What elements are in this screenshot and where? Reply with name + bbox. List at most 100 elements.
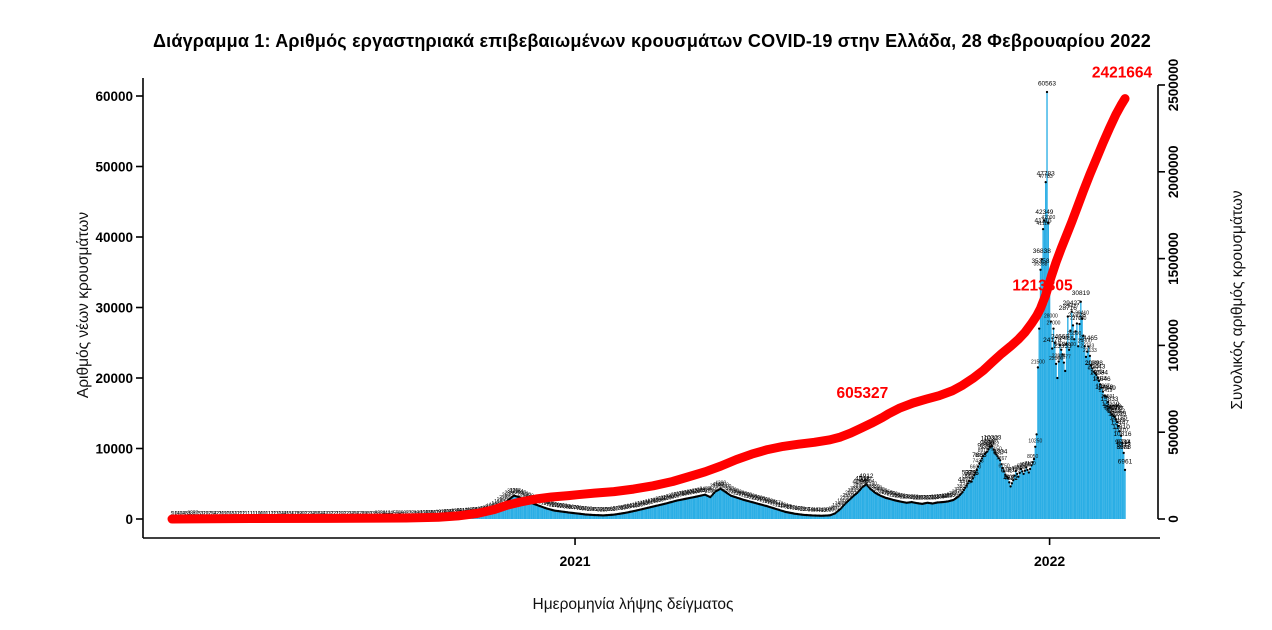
- daily-cases-value-label: 13185: [1109, 415, 1127, 422]
- daily-cases-bar: [946, 501, 948, 519]
- daily-cases-bar: [1056, 378, 1059, 519]
- daily-cases-bar: [498, 507, 501, 519]
- daily-cases-bar: [850, 498, 852, 519]
- daily-cases-bar: [1103, 395, 1105, 519]
- daily-cases-value-label: 4518: [855, 476, 870, 483]
- daily-cases-bar: [1037, 367, 1039, 519]
- daily-cases-bar: [977, 466, 979, 519]
- daily-cases-bar: [1047, 222, 1049, 519]
- daily-cases-bar: [591, 514, 593, 519]
- daily-cases-tiny-label: 2200: [751, 495, 762, 501]
- daily-cases-bar: [895, 500, 897, 519]
- daily-cases-bar: [1100, 387, 1103, 519]
- daily-cases-point: [1122, 451, 1125, 455]
- daily-cases-tiny-label: 27660: [1073, 316, 1087, 322]
- daily-cases-tiny-label: 2238: [928, 495, 939, 501]
- daily-cases-bar: [656, 505, 658, 519]
- daily-cases-bar: [756, 503, 758, 519]
- daily-cases-tiny-label: 1229: [775, 502, 786, 508]
- daily-cases-bar: [1093, 371, 1095, 519]
- daily-cases-point: [991, 445, 994, 448]
- daily-cases-tiny-label: 11: [242, 511, 247, 517]
- daily-cases-bar: [1004, 474, 1007, 519]
- daily-cases-bar: [1009, 486, 1012, 519]
- daily-cases-bar: [852, 496, 854, 519]
- daily-cases-tiny-label: 1238: [632, 502, 643, 508]
- daily-cases-value-label: 14477: [1106, 405, 1124, 412]
- daily-cases-bar: [484, 513, 487, 519]
- daily-cases-bar: [1016, 473, 1018, 519]
- daily-cases-tiny-label: 21500: [1031, 359, 1045, 365]
- daily-cases-tiny-label: 5: [171, 511, 174, 517]
- daily-cases-bar: [500, 506, 502, 519]
- daily-cases-tiny-label: 2100: [754, 496, 765, 502]
- daily-cases-bar: [948, 501, 951, 519]
- daily-cases-tiny-label: 12: [234, 511, 240, 517]
- daily-cases-point: [1067, 348, 1071, 351]
- daily-cases-bar: [978, 463, 981, 519]
- daily-cases-bar: [846, 502, 848, 519]
- daily-cases-tiny-label: 2900: [845, 491, 856, 497]
- daily-cases-bar: [527, 501, 529, 519]
- daily-cases-value-label: 35358: [1031, 258, 1049, 265]
- daily-cases-bar: [768, 506, 770, 519]
- daily-cases-bar: [889, 498, 891, 519]
- daily-cases-tiny-label: 2940: [733, 490, 744, 496]
- daily-cases-bar: [670, 502, 672, 519]
- daily-cases-bar: [957, 496, 960, 519]
- daily-cases-bar: [974, 472, 977, 519]
- daily-cases-value-label: 10816: [1113, 431, 1131, 438]
- daily-cases-bar: [991, 446, 994, 519]
- daily-cases-point: [1121, 441, 1124, 444]
- daily-cases-tiny-label: 594: [586, 507, 595, 513]
- daily-cases-point: [992, 448, 995, 451]
- daily-cases-tiny-label: 10: [255, 511, 261, 517]
- daily-cases-point: [1017, 475, 1020, 478]
- daily-cases-value-label: 28716: [1059, 305, 1077, 312]
- daily-cases-tiny-label: 11810: [1114, 428, 1128, 434]
- daily-cases-bar: [712, 494, 714, 519]
- daily-cases-tiny-label: 3275: [702, 488, 713, 494]
- daily-cases-bar: [489, 512, 492, 519]
- daily-cases-bar: [1063, 362, 1065, 519]
- daily-cases-bar: [522, 499, 524, 519]
- daily-cases-tiny-label: 6150: [1009, 468, 1020, 474]
- daily-cases-bar: [576, 513, 579, 519]
- daily-cases-tiny-label: 3100: [705, 489, 716, 495]
- daily-cases-tiny-label: 24000: [1062, 342, 1076, 348]
- daily-cases-bar: [881, 496, 883, 519]
- daily-cases-bar: [860, 488, 862, 519]
- daily-cases-tiny-label: 800: [831, 505, 840, 511]
- daily-cases-point: [1106, 400, 1110, 404]
- daily-cases-bar: [1019, 472, 1021, 519]
- daily-cases-point: [1069, 329, 1072, 332]
- daily-cases-bar: [934, 502, 936, 519]
- daily-cases-bar: [1097, 377, 1099, 519]
- daily-cases-bar: [599, 515, 601, 519]
- daily-cases-bar: [898, 501, 900, 519]
- daily-cases-bar: [993, 449, 995, 519]
- daily-cases-bar: [678, 500, 680, 519]
- daily-cases-bar: [1013, 475, 1016, 519]
- daily-cases-bar: [492, 511, 494, 519]
- daily-cases-point: [975, 468, 978, 471]
- daily-cases-tiny-label: 524: [597, 507, 606, 513]
- daily-cases-bar: [626, 512, 628, 519]
- daily-cases-tiny-label: 593: [607, 507, 616, 513]
- daily-cases-bar: [686, 498, 688, 519]
- daily-cases-tiny-label: 733: [576, 506, 585, 512]
- daily-cases-tiny-label: 2550: [944, 493, 955, 499]
- daily-cases-point: [1114, 418, 1118, 421]
- daily-cases-bar: [783, 511, 786, 519]
- daily-cases-bar: [1008, 482, 1010, 519]
- daily-cases-point: [1065, 342, 1068, 345]
- daily-cases-bar: [874, 492, 877, 519]
- daily-cases-tiny-label: 786: [789, 505, 798, 511]
- daily-cases-bar: [905, 502, 908, 519]
- daily-cases-bar: [621, 513, 623, 519]
- daily-cases-tiny-label: 22: [328, 511, 334, 517]
- daily-cases-bar: [518, 497, 520, 519]
- daily-cases-tiny-label: 2338: [900, 495, 911, 501]
- daily-cases-value-label: 14848: [1103, 403, 1121, 410]
- daily-cases-bar: [1074, 331, 1077, 519]
